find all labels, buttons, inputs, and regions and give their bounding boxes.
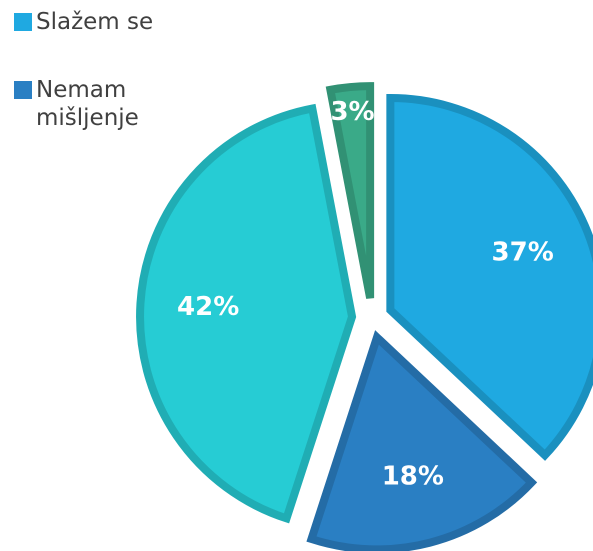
pie-slice xyxy=(325,82,375,299)
legend-label: Slažem se xyxy=(36,9,154,35)
legend-label: Nemam mišljenje xyxy=(36,77,139,131)
pie-slice xyxy=(386,94,593,461)
data-label: 18% xyxy=(382,462,444,492)
legend-swatch xyxy=(14,81,32,99)
pie-slice xyxy=(306,330,538,551)
data-label: 42% xyxy=(177,292,239,322)
legend-item: Slažem se xyxy=(14,8,164,36)
data-label: 37% xyxy=(492,237,554,267)
legend-swatch xyxy=(14,13,32,31)
legend: Slažem se Nemam mišljenje xyxy=(14,8,164,172)
data-label: 3% xyxy=(330,97,374,127)
legend-item: Nemam mišljenje xyxy=(14,76,164,132)
pie-slice xyxy=(136,103,357,524)
